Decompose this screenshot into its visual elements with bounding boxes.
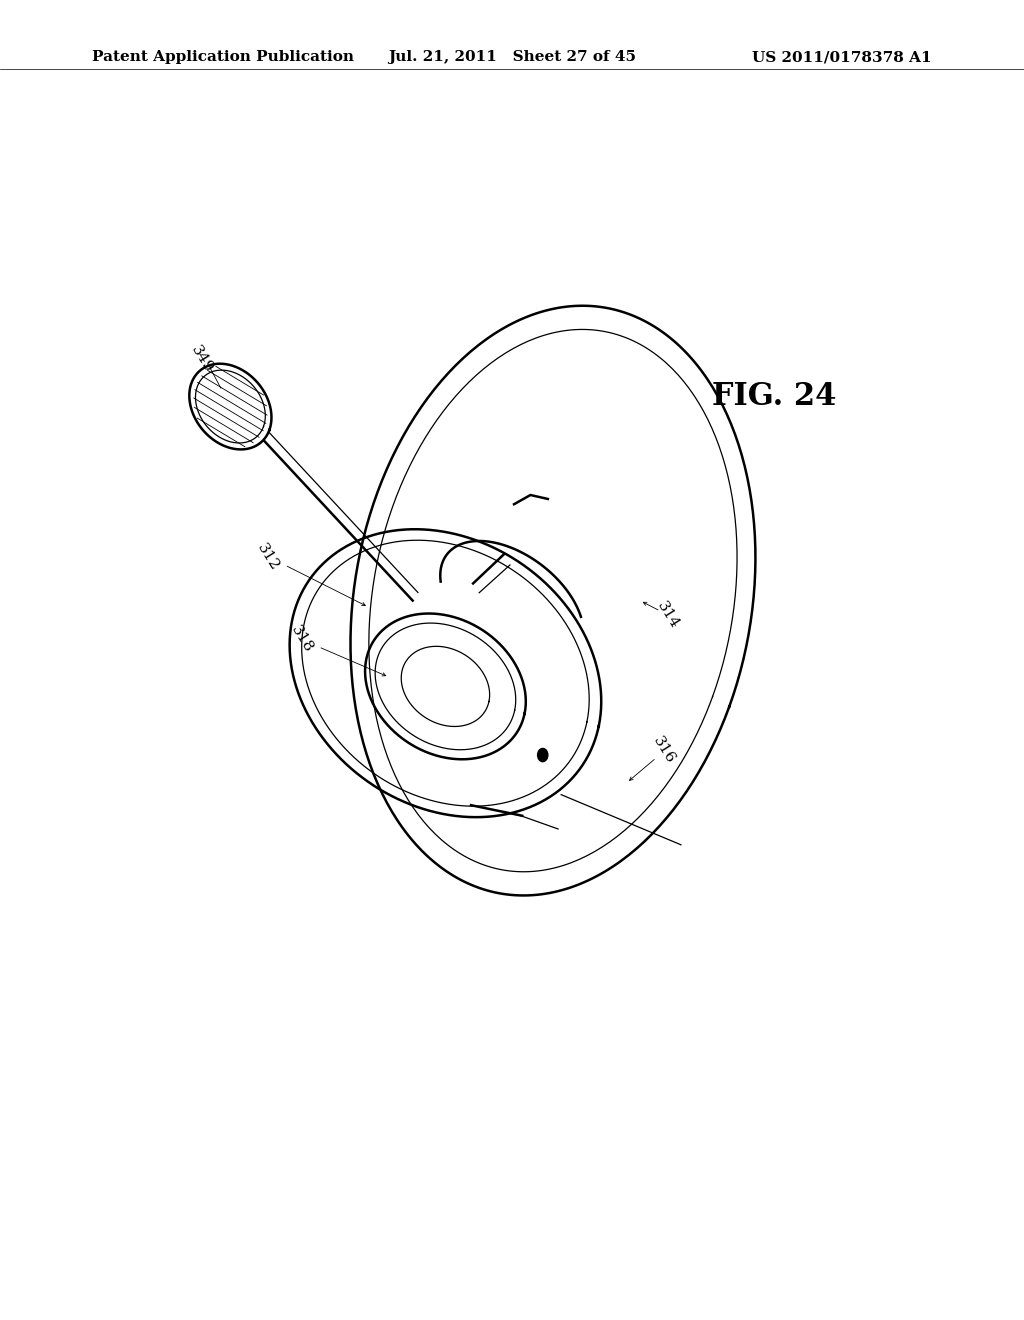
Text: US 2011/0178378 A1: US 2011/0178378 A1 (753, 50, 932, 65)
Text: Jul. 21, 2011   Sheet 27 of 45: Jul. 21, 2011 Sheet 27 of 45 (388, 50, 636, 65)
Text: 318: 318 (289, 623, 315, 655)
Text: Patent Application Publication: Patent Application Publication (92, 50, 354, 65)
Text: 316: 316 (650, 734, 677, 766)
Circle shape (538, 748, 548, 762)
Text: FIG. 24: FIG. 24 (712, 380, 836, 412)
Text: 312: 312 (255, 541, 282, 573)
Text: 349: 349 (188, 343, 215, 375)
Text: 314: 314 (654, 599, 681, 631)
